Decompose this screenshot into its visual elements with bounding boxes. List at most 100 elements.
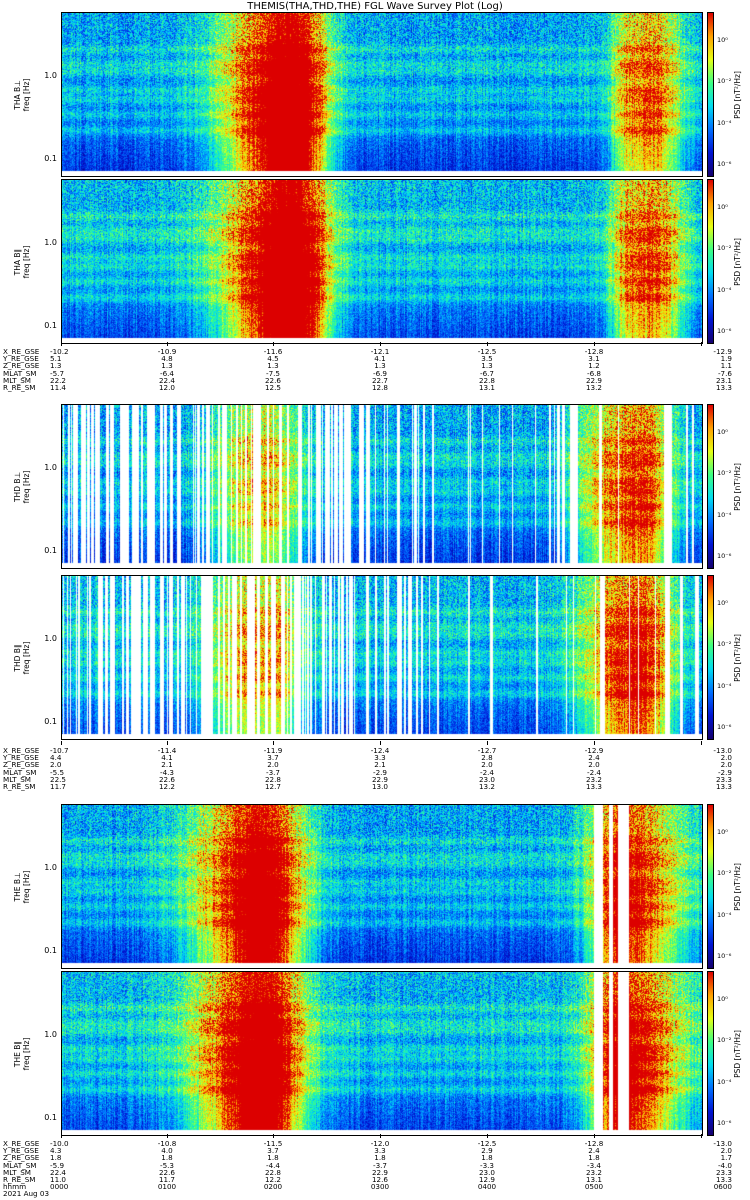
orbit-value-column: -10.2 5.1 1.3 -5.7 22.2 11.4 — [50, 348, 110, 391]
y-tick-label: 0.1 — [44, 945, 57, 955]
x-tick-mark — [61, 342, 62, 346]
x-tick-mark — [487, 342, 488, 346]
orbit-variable-name: MLT_SM — [3, 774, 31, 784]
x-tick-mark — [701, 741, 702, 745]
orbit-value: 2.0 — [720, 753, 732, 763]
orbit-value: -12.7 — [477, 746, 497, 755]
orbit-value: 13.0 — [371, 782, 388, 792]
orbit-value: 4.8 — [161, 354, 173, 364]
orbit-variable-name: MLT_SM — [3, 1167, 31, 1177]
x-tick-mark — [273, 342, 274, 346]
orbit-value: 1.8 — [588, 1153, 600, 1163]
orbit-variable-name: R_RE_SM — [3, 383, 36, 393]
orbit-value-column: -10.8 4.0 1.8 -5.3 22.6 11.7 0100 — [137, 1140, 197, 1192]
orbit-value: 1.2 — [588, 361, 600, 371]
orbit-value: -4.4 — [265, 1160, 281, 1170]
orbit-value: -5.5 — [50, 767, 65, 777]
orbit-value: -3.3 — [479, 1160, 495, 1170]
y-tick-label: 1.0 — [44, 71, 57, 81]
orbit-value-column: -11.4 4.1 2.1 -4.3 22.6 12.2 — [137, 747, 197, 790]
colorbar-tick-label: 10⁻⁴ — [717, 681, 732, 690]
spectrogram-panel — [61, 575, 703, 740]
y-tick-label: 0.1 — [44, 1112, 57, 1122]
orbit-value: 22.9 — [585, 375, 602, 385]
spectrogram-image — [62, 576, 702, 739]
y-tick-label: 1.0 — [44, 463, 57, 473]
colorbar-label: PSD [nT²/Hz] — [733, 633, 742, 682]
y-tick-label: 1.0 — [44, 634, 57, 644]
orbit-value: 1.3 — [267, 361, 279, 371]
orbit-variable-name: R_RE_SM — [3, 782, 36, 792]
orbit-value: 12.5 — [264, 383, 281, 393]
orbit-value: 2.9 — [481, 1146, 493, 1156]
colorbar-label: PSD [nT²/Hz] — [733, 237, 742, 286]
orbit-value: 13.1 — [585, 1175, 602, 1185]
orbit-value: 12.2 — [158, 782, 175, 792]
orbit-value: -5.3 — [159, 1160, 175, 1170]
orbit-value: -12.4 — [370, 746, 390, 755]
orbit-value: 5.1 — [50, 354, 62, 364]
orbit-value: 12.2 — [264, 1175, 281, 1185]
spectrogram-image — [62, 972, 702, 1135]
y-axis-label-unit: freq [Hz] — [22, 1037, 31, 1070]
colorbar-label: PSD [nT²/Hz] — [733, 70, 742, 119]
colorbar — [707, 575, 714, 740]
y-axis-label-unit: freq [Hz] — [22, 870, 31, 903]
x-tick-mark — [701, 1134, 702, 1138]
colorbar-tick-label: 10⁻⁶ — [717, 551, 732, 560]
orbit-value: -6.8 — [586, 368, 602, 378]
colorbar — [707, 179, 714, 344]
orbit-variable-name: hhmm — [3, 1182, 27, 1192]
orbit-value: 3.3 — [374, 753, 386, 763]
orbit-variable-name: MLAT_SM — [3, 1160, 37, 1170]
orbit-value: -10.9 — [157, 347, 177, 356]
orbit-value: 4.1 — [161, 753, 173, 763]
orbit-value: -6.7 — [479, 368, 495, 378]
orbit-value: -7.5 — [265, 368, 281, 378]
orbit-value: -12.9 — [713, 347, 732, 356]
orbit-value: 2.1 — [161, 760, 173, 770]
y-axis-label-probe: THA B⊥ — [13, 79, 22, 110]
orbit-value: 1.3 — [374, 361, 386, 371]
orbit-value: -7.6 — [717, 368, 732, 378]
x-tick-mark — [594, 1134, 595, 1138]
orbit-value: 2.4 — [588, 1146, 600, 1156]
orbit-value: 2.0 — [50, 760, 62, 770]
orbit-value: 13.3 — [715, 782, 732, 792]
orbit-value: 22.8 — [264, 774, 281, 784]
orbit-value: -12.8 — [584, 1139, 604, 1148]
orbit-value: 2.0 — [720, 1146, 732, 1156]
orbit-value: 13.3 — [585, 782, 602, 792]
spectrogram-image — [62, 13, 702, 176]
orbit-value: 1.1 — [720, 361, 732, 371]
orbit-value: 1.3 — [50, 361, 62, 371]
orbit-value: 1.8 — [50, 1153, 62, 1163]
orbit-value: -6.4 — [159, 368, 175, 378]
orbit-value: 11.0 — [50, 1175, 67, 1185]
orbit-value-column: -10.7 4.4 2.0 -5.5 22.5 11.7 — [50, 747, 110, 790]
orbit-value: 2.0 — [720, 760, 732, 770]
orbit-value: 1.9 — [720, 354, 732, 364]
y-tick-label: 1.0 — [44, 238, 57, 248]
x-tick-mark — [380, 741, 381, 745]
colorbar-tick-label: 10⁻² — [717, 77, 732, 86]
spectrogram-image — [62, 405, 702, 568]
orbit-value-column: -12.7 2.8 2.0 -2.4 23.0 13.2 — [457, 747, 517, 790]
orbit-value: 23.0 — [478, 774, 495, 784]
x-tick-mark — [380, 342, 381, 346]
orbit-value: -3.7 — [265, 767, 281, 777]
colorbar-tick-label: 10⁰ — [717, 36, 728, 45]
orbit-value: -12.5 — [477, 347, 497, 356]
orbit-value-column: -11.5 3.7 1.8 -4.4 22.8 12.2 0200 — [243, 1140, 303, 1191]
orbit-value: 13.1 — [478, 383, 495, 393]
orbit-value-column: -12.9 2.4 2.0 -2.4 23.2 13.3 — [564, 747, 624, 790]
orbit-value: -12.1 — [370, 347, 390, 356]
y-axis-label-unit: freq [Hz] — [22, 470, 31, 503]
orbit-value-column: -12.5 2.9 1.8 -3.3 23.0 12.9 0400 — [457, 1140, 517, 1191]
orbit-value: -2.9 — [372, 767, 388, 777]
colorbar-tick-label: 10⁰ — [717, 599, 728, 608]
colorbar-label: PSD [nT²/Hz] — [733, 1029, 742, 1078]
colorbar-tick-label: 10⁻² — [717, 1036, 732, 1045]
x-tick-mark — [701, 342, 702, 346]
orbit-value: 0100 — [157, 1182, 177, 1192]
